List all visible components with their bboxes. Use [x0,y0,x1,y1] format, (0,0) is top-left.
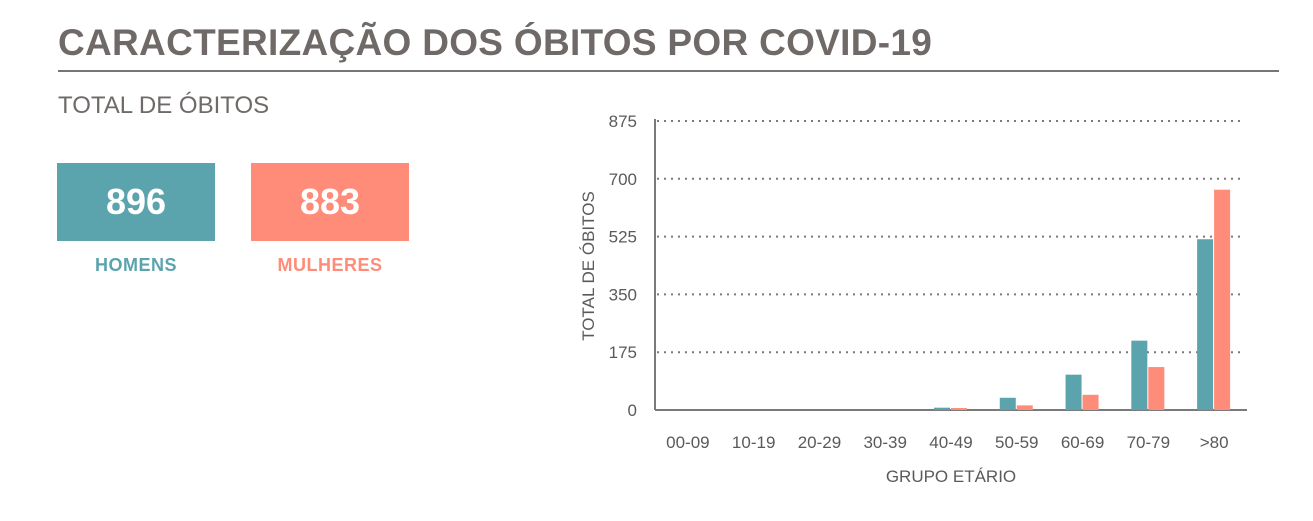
bar-men [934,407,950,410]
men-deaths-label: HOMENS [94,255,177,275]
bar-men [999,397,1016,410]
bar-women [1016,405,1033,410]
y-tick-label: 525 [609,228,637,247]
y-tick-label: 875 [609,112,637,131]
bar-men [1131,340,1148,410]
men-deaths-card: 896 [57,163,215,241]
page-title: CARACTERIZAÇÃO DOS ÓBITOS POR COVID-19 [58,22,933,63]
women-deaths-card: 883 [251,163,409,241]
women-deaths-value: 883 [299,181,361,222]
women-deaths-label: MULHERES [277,255,383,275]
x-tick-label: 40-49 [929,433,972,452]
bar-women [951,408,967,410]
x-tick-label: 20-29 [798,433,841,452]
bar-women [1148,367,1165,410]
x-tick-label: 60-69 [1061,433,1104,452]
title-divider [58,70,1279,72]
men-deaths-value: 896 [105,181,167,222]
bar-men [1065,374,1082,410]
y-tick-label: 350 [609,285,637,304]
x-tick-label: 50-59 [995,433,1038,452]
x-tick-label: 30-39 [863,433,906,452]
x-tick-label: 70-79 [1127,433,1170,452]
x-tick-label: 00-09 [666,433,709,452]
x-axis-title: GRUPO ETÁRIO [886,467,1016,486]
x-tick-label: >80 [1200,433,1229,452]
bar-women [1082,394,1099,410]
x-tick-label: 10-19 [732,433,775,452]
y-tick-label: 700 [609,170,637,189]
y-tick-label: 175 [609,343,637,362]
bar-men [1197,239,1214,410]
y-tick-label: 0 [628,401,637,420]
y-axis-title: TOTAL DE ÓBITOS [579,191,598,341]
bar-women [1214,189,1231,410]
section-title: TOTAL DE ÓBITOS [58,92,270,119]
